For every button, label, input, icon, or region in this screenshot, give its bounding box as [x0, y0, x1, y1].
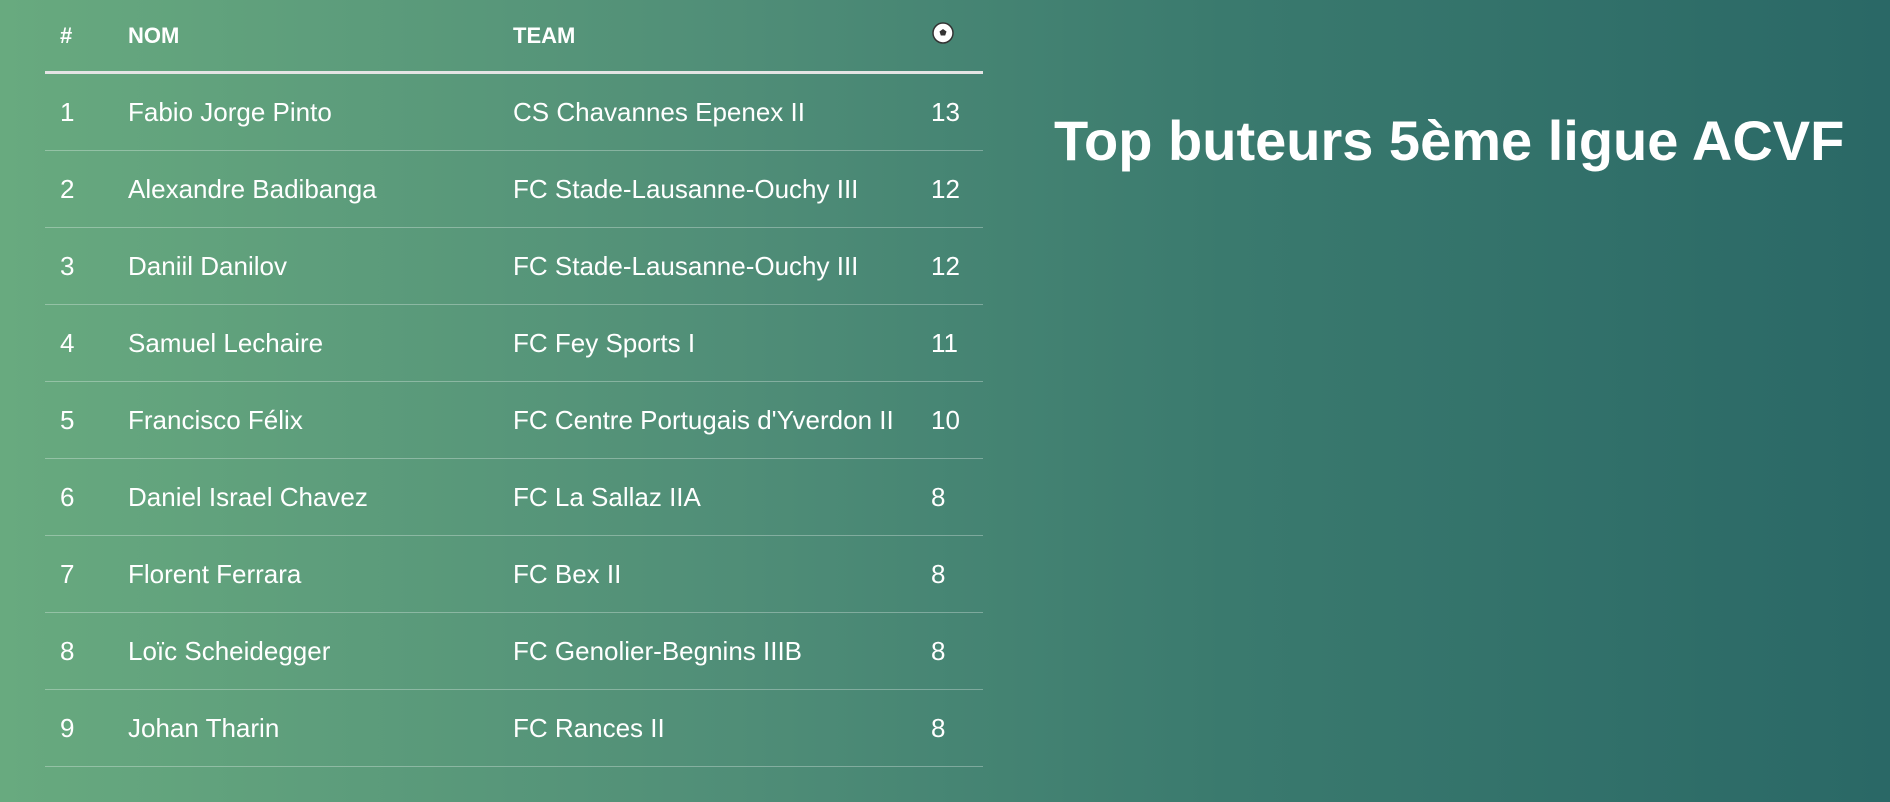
goals: 8 — [931, 612, 983, 690]
team: FC Bex II — [513, 535, 931, 613]
rank: 9 — [45, 689, 128, 767]
rank: 1 — [45, 72, 128, 151]
ball-icon — [932, 21, 954, 44]
goals: 8 — [931, 535, 983, 613]
goals: 11 — [931, 304, 983, 382]
column-header: TEAM — [513, 0, 931, 74]
player-name: Samuel Lechaire — [128, 304, 513, 382]
team: FC La Sallaz IIA — [513, 458, 931, 536]
column-header: NOM — [128, 0, 513, 74]
goals: 12 — [931, 227, 983, 305]
player-name: Daniil Danilov — [128, 227, 513, 305]
table-row: 5 Francisco Félix FC Centre Portugais d'Yv… — [45, 381, 983, 459]
team: FC Centre Portugais d'Yverdon II — [513, 381, 931, 459]
player-name: Daniel Israel Chavez — [128, 458, 513, 536]
team: FC Fey Sports I — [513, 304, 931, 382]
player-name: Florent Ferrara — [128, 535, 513, 613]
rank: 3 — [45, 227, 128, 305]
header-row: # NOM TEAM — [45, 0, 983, 74]
player-name: Francisco Félix — [128, 381, 513, 459]
rank: 5 — [45, 381, 128, 459]
scorers-table: # NOM TEAM 1 Fabio Jorge Pinto CS Chavannes … — [45, 0, 983, 767]
team: FC Genolier-Begnins IIIB — [513, 612, 931, 690]
player-name: Loïc Scheidegger — [128, 612, 513, 690]
goals: 8 — [931, 458, 983, 536]
goals: 8 — [931, 689, 983, 767]
team: FC Stade-Lausanne-Ouchy III — [513, 150, 931, 228]
team: FC Rances II — [513, 689, 931, 767]
table-row: 7 Florent Ferrara FC Bex II 8 — [45, 535, 983, 613]
player-name: Alexandre Badibanga — [128, 150, 513, 228]
team: CS Chavannes Epenex II — [513, 72, 931, 151]
team: FC Stade-Lausanne-Ouchy III — [513, 227, 931, 305]
player-name: Johan Tharin — [128, 689, 513, 767]
rank: 7 — [45, 535, 128, 613]
table-row: 1 Fabio Jorge Pinto CS Chavannes Epenex II… — [45, 72, 983, 151]
table-row: 4 Samuel Lechaire FC Fey Sports I 11 — [45, 304, 983, 382]
player-name: Fabio Jorge Pinto — [128, 72, 513, 151]
column-header: # — [45, 0, 128, 74]
title: Top buteurs 5ème ligue ACVF — [1054, 109, 1845, 172]
table-row: 6 Daniel Israel Chavez FC La Sallaz IIA 8 — [45, 458, 983, 536]
rank: 6 — [45, 458, 128, 536]
table-row: 8 Loïc Scheidegger FC Genolier-Begnins III… — [45, 612, 983, 690]
table-row: 9 Johan Tharin FC Rances II 8 — [45, 689, 983, 767]
goals: 13 — [931, 72, 983, 151]
rank: 2 — [45, 150, 128, 228]
table-row: 2 Alexandre Badibanga FC Stade-Lausanne-Ou… — [45, 150, 983, 228]
rank: 4 — [45, 304, 128, 382]
table-row: 3 Daniil Danilov FC Stade-Lausanne-Ouchy I… — [45, 227, 983, 305]
goals: 12 — [931, 150, 983, 228]
rank: 8 — [45, 612, 128, 690]
goals: 10 — [931, 381, 983, 459]
goals-header — [931, 0, 983, 74]
